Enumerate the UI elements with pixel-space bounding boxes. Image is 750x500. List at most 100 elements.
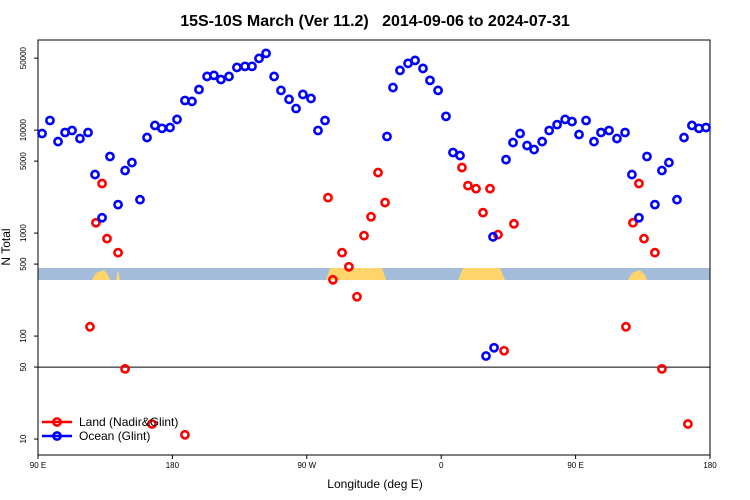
data-point	[567, 116, 577, 127]
data-point	[382, 131, 392, 142]
legend-label: Land (Nadir&Glint)	[79, 415, 178, 429]
data-point	[37, 128, 47, 139]
data-point	[544, 125, 555, 136]
data-point	[298, 89, 308, 100]
data-point	[75, 133, 85, 144]
data-point	[113, 199, 123, 210]
y-tick-label: 500	[19, 257, 28, 271]
y-tick-label: 50000	[19, 46, 28, 69]
data-point	[628, 217, 638, 228]
x-tick-label: 180	[703, 461, 717, 470]
land-strip	[92, 270, 110, 280]
data-point	[634, 212, 644, 223]
y-tick-label: 10	[19, 434, 28, 443]
data-point	[373, 167, 383, 178]
y-tick-label: 5000	[19, 152, 28, 170]
data-point	[621, 321, 631, 332]
data-point	[642, 151, 652, 162]
data-point	[90, 169, 100, 180]
data-point	[508, 137, 518, 148]
data-point	[83, 127, 93, 138]
data-point	[664, 157, 674, 168]
data-point	[425, 75, 435, 86]
chart-title: 15S-10S March (Ver 11.2) 2014-09-06 to 2…	[180, 13, 570, 30]
data-point	[337, 247, 347, 258]
data-point	[91, 217, 101, 228]
y-tick-label: 1000	[19, 224, 28, 242]
data-point	[672, 194, 682, 205]
data-point	[657, 165, 667, 176]
data-point	[488, 231, 498, 242]
y-tick-label: 50	[19, 362, 28, 371]
data-point	[701, 122, 711, 133]
data-point	[441, 111, 451, 122]
data-point	[172, 114, 182, 125]
data-point	[187, 96, 197, 107]
data-point	[410, 55, 420, 66]
data-point	[194, 84, 204, 95]
data-point	[649, 199, 660, 210]
data-point	[313, 125, 323, 136]
data-point	[626, 169, 637, 180]
data-point	[269, 71, 279, 82]
data-point	[537, 136, 548, 147]
data-point	[284, 94, 294, 105]
data-point	[105, 151, 115, 162]
data-point	[113, 247, 123, 258]
data-point	[515, 128, 525, 139]
data-point	[53, 136, 63, 147]
data-point	[180, 429, 190, 440]
data-point	[120, 165, 130, 176]
legend-marker	[52, 431, 62, 441]
data-point	[323, 192, 333, 203]
data-point	[328, 274, 338, 285]
data-point	[489, 342, 499, 353]
plot-frame	[37, 39, 711, 456]
data-point	[574, 129, 584, 140]
data-point	[232, 62, 242, 73]
data-point	[366, 211, 376, 222]
data-point	[216, 74, 226, 85]
y-axis-label: N Total	[0, 228, 13, 265]
data-point	[457, 162, 467, 173]
legend-marker	[52, 417, 62, 427]
data-point	[102, 233, 112, 244]
data-point	[639, 233, 649, 244]
data-point	[120, 363, 130, 374]
data-point	[276, 85, 286, 96]
data-point	[478, 207, 488, 218]
data-point	[224, 71, 234, 82]
land-strip	[628, 270, 647, 280]
data-point	[620, 127, 630, 138]
data-point	[97, 212, 107, 223]
data-point	[581, 115, 591, 126]
data-point	[552, 119, 562, 130]
land-strip	[458, 268, 505, 280]
data-point	[320, 115, 330, 126]
data-point	[142, 132, 152, 143]
x-tick-label: 0	[439, 461, 444, 470]
data-point	[135, 194, 145, 205]
data-point	[147, 419, 157, 429]
data-point	[165, 122, 175, 133]
data-point	[254, 53, 264, 64]
x-axis-label: Longitude (deg E)	[327, 477, 422, 491]
surface-strip	[38, 268, 710, 280]
data-point	[209, 70, 219, 81]
data-point	[97, 178, 107, 189]
land-strip	[116, 270, 120, 280]
x-tick-label: 180	[166, 461, 180, 470]
data-point	[634, 178, 644, 189]
data-point	[612, 133, 622, 144]
data-point	[291, 103, 301, 114]
data-point	[45, 115, 55, 126]
x-tick-label: 90 E	[567, 461, 583, 470]
data-point	[481, 351, 491, 361]
data-point	[522, 140, 532, 151]
data-point	[67, 125, 77, 136]
data-point	[509, 218, 519, 229]
legend-label: Ocean (Glint)	[79, 429, 150, 443]
data-point	[247, 61, 257, 72]
data-point	[682, 419, 693, 429]
